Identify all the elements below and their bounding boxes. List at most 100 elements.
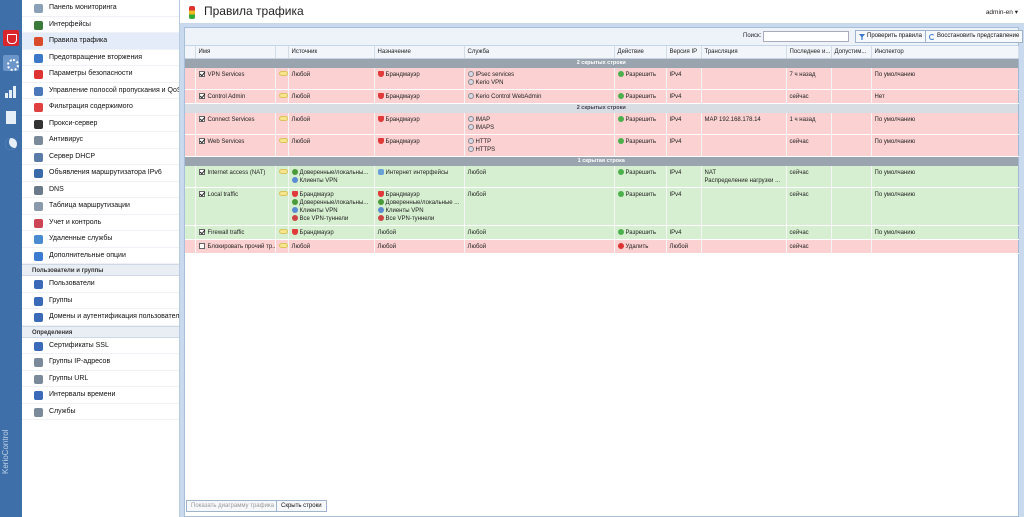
rule-enabled-checkbox[interactable] [198,190,205,197]
destination-cell[interactable]: Брандмауэр [374,89,465,104]
source-cell[interactable]: Любой [288,89,375,104]
sidebar-item[interactable]: Таблица маршрутизации [22,198,179,215]
row-handle[interactable] [185,239,196,254]
note-cell[interactable] [275,225,289,240]
source-cell[interactable]: Любой [288,134,375,157]
search-input[interactable] [763,31,849,42]
source-cell[interactable]: Любой [288,239,375,254]
ip-version-cell[interactable]: IPv4 [666,89,702,104]
rule-name-cell[interactable]: Web Services [195,134,276,157]
sidebar-item[interactable]: Панель мониторинга [22,0,179,17]
rule-enabled-checkbox[interactable] [198,137,205,144]
sidebar-item[interactable]: Интерфейсы [22,17,179,33]
sidebar-item[interactable]: Управление полосой пропускания и QoS [22,83,179,99]
service-cell[interactable]: Любой [464,187,615,226]
row-handle[interactable] [185,225,196,240]
rule-enabled-checkbox[interactable] [198,168,205,175]
inspector-cell[interactable]: Нет [871,89,1019,104]
quota-cell[interactable] [831,239,872,254]
inspector-cell[interactable]: По умолчанию [871,225,1019,240]
sidebar-item[interactable]: Сертификаты SSL [22,338,179,354]
inspector-cell[interactable]: По умолчанию [871,67,1019,90]
source-cell[interactable]: Любой [288,112,375,135]
rule-name-cell[interactable]: Control Admin [195,89,276,104]
column-header[interactable]: Источник [288,46,375,59]
action-cell[interactable]: Разрешить [614,134,667,157]
quota-cell[interactable] [831,67,872,90]
service-cell[interactable]: IMAP IMAPS [464,112,615,135]
sidebar-item[interactable]: Группы IP-адресов [22,354,179,371]
column-header[interactable]: Допустим... [831,46,872,59]
sidebar-item[interactable]: Пользователи [22,276,179,293]
service-cell[interactable]: Любой [464,239,615,254]
ip-version-cell[interactable]: IPv4 [666,225,702,240]
translation-cell[interactable]: NAT Распределение нагрузки ... [701,165,787,188]
kerio-logo-icon[interactable] [3,30,19,46]
user-menu[interactable]: admin-en [986,8,1018,16]
source-cell[interactable]: Любой [288,67,375,90]
action-cell[interactable]: Разрешить [614,225,667,240]
service-cell[interactable]: Любой [464,225,615,240]
table-row[interactable]: Internet access (NAT) Доверенные/локальны… [185,165,1019,188]
ip-version-cell[interactable]: IPv4 [666,67,702,90]
note-cell[interactable] [275,165,289,188]
note-cell[interactable] [275,239,289,254]
sidebar-item[interactable]: Объявления маршрутизатора IPv6 [22,165,179,182]
rule-name-cell[interactable]: Firewall traffic [195,225,276,240]
rule-enabled-checkbox[interactable] [198,70,205,77]
sidebar-item[interactable]: Дополнительные опции [22,248,179,264]
comment-icon[interactable] [278,70,287,76]
quota-cell[interactable] [831,187,872,226]
table-row[interactable]: Connect Services Любой Брандмауэр IMAP IMAPS… [185,112,1019,135]
restore-view-button[interactable]: Восстановить представление [925,30,1024,43]
destination-cell[interactable]: Брандмауэр [374,67,465,90]
rule-name-cell[interactable]: Local traffic [195,187,276,226]
comment-icon[interactable] [278,190,287,196]
translation-cell[interactable] [701,89,787,104]
table-row[interactable]: Блокировать прочий тр... Любой Любой Любой У… [185,239,1019,254]
table-row[interactable]: VPN Services Любой Брандмауэр IPsec service… [185,67,1019,90]
inspector-cell[interactable]: По умолчанию [871,134,1019,157]
action-cell[interactable]: Разрешить [614,165,667,188]
quota-cell[interactable] [831,112,872,135]
quota-cell[interactable] [831,225,872,240]
hidden-rows-group[interactable]: 2 скрытых строки [185,103,1019,113]
source-cell[interactable]: Брандмауэр [288,225,375,240]
row-handle[interactable] [185,187,196,226]
sidebar-item[interactable]: Сервер DHCP [22,149,179,165]
column-header[interactable]: Версия IP [666,46,702,59]
column-header[interactable]: Трансляция [701,46,787,59]
sidebar-item[interactable]: Правила трафика [22,33,179,50]
action-cell[interactable]: Удалить [614,239,667,254]
source-cell[interactable]: Доверенные/локальны... Клиенты VPN [288,165,375,188]
sidebar-item[interactable]: Интервалы времени [22,387,179,404]
service-cell[interactable]: HTTP HTTPS [464,134,615,157]
sidebar-item[interactable]: Фильтрация содержимого [22,99,179,116]
action-cell[interactable]: Разрешить [614,187,667,226]
destination-cell[interactable]: Интернет интерфейсы [374,165,465,188]
column-header[interactable] [185,46,196,59]
table-row[interactable]: Local traffic Брандмауэр Доверенные/локаль… [185,187,1019,226]
column-header[interactable]: Назначение [374,46,465,59]
action-cell[interactable]: Разрешить [614,89,667,104]
column-header[interactable]: Последнее и... [786,46,832,59]
sidebar-item[interactable]: Предотвращение вторжения [22,50,179,66]
sidebar-item[interactable]: Службы [22,404,179,420]
column-header[interactable]: Служба [464,46,615,59]
sidebar-item[interactable]: DNS [22,182,179,198]
inspector-cell[interactable] [871,239,1019,254]
column-header[interactable] [275,46,289,59]
row-handle[interactable] [185,165,196,188]
destination-cell[interactable]: Брандмауэр [374,134,465,157]
destination-cell[interactable]: Любой [374,225,465,240]
quota-cell[interactable] [831,165,872,188]
action-cell[interactable]: Разрешить [614,67,667,90]
ip-version-cell[interactable]: IPv4 [666,112,702,135]
check-rules-button[interactable]: Проверить правила [855,30,926,43]
translation-cell[interactable] [701,67,787,90]
table-row[interactable]: Web Services Любой Брандмауэр HTTP HTTPS Разр… [185,134,1019,157]
hidden-rows-group[interactable]: 2 скрытых строки [185,58,1019,68]
configuration-icon[interactable] [3,55,19,71]
sidebar-item[interactable]: Учет и контроль [22,215,179,231]
row-handle[interactable] [185,112,196,135]
